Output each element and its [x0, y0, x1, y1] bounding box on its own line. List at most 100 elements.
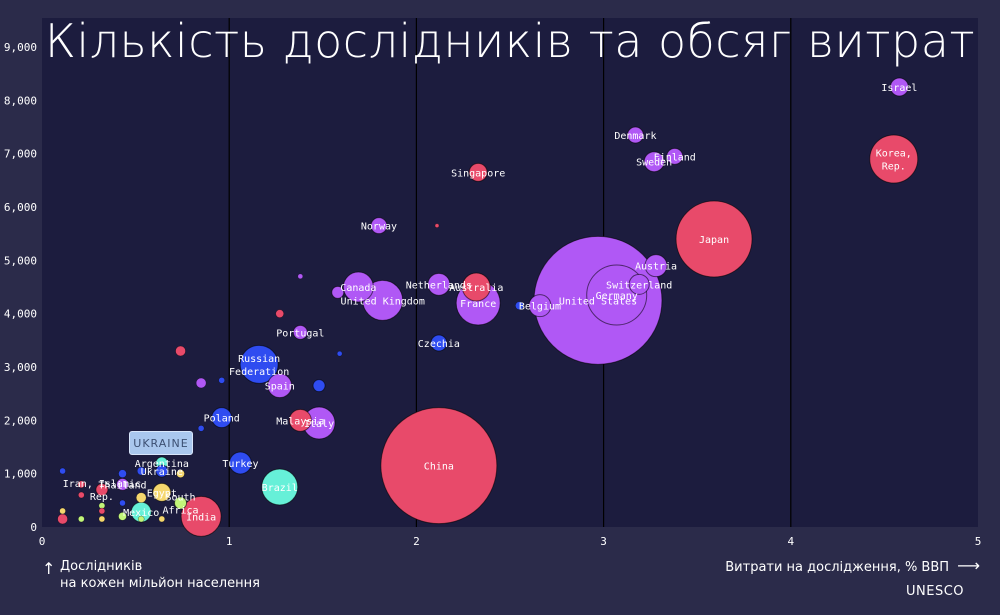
bubble[interactable]	[195, 377, 207, 389]
bubble[interactable]	[675, 200, 753, 278]
y-tick-label: 8,000	[4, 94, 37, 107]
bubble[interactable]	[869, 134, 919, 184]
chart-title: Кількість дослідників та обсяг витрат	[44, 14, 976, 68]
right-arrow-icon: ⟶	[957, 556, 980, 575]
up-arrow-icon: ↑	[42, 559, 56, 578]
bubble[interactable]	[342, 271, 374, 303]
y-tick-label: 0	[30, 521, 37, 534]
bubble[interactable]	[461, 272, 491, 302]
data-label: Korea, Rep.	[876, 149, 912, 173]
data-label: Norway	[361, 222, 397, 233]
bubble[interactable]	[370, 217, 388, 235]
bubble[interactable]	[59, 467, 66, 475]
bubble[interactable]	[158, 515, 166, 523]
bubble[interactable]	[628, 273, 650, 295]
bubble[interactable]	[312, 379, 326, 393]
x-tick-label: 0	[39, 535, 46, 548]
bubble[interactable]	[267, 373, 293, 399]
data-label: Malaysia	[276, 416, 324, 427]
bubble[interactable]	[292, 324, 308, 340]
bubble[interactable]	[119, 499, 126, 507]
bubble[interactable]	[118, 469, 127, 478]
data-label: Germany	[596, 291, 638, 302]
bubble[interactable]	[427, 272, 451, 296]
data-label: Spain	[265, 382, 295, 393]
bubble[interactable]	[626, 126, 644, 144]
data-label: Russian Federation	[229, 354, 289, 378]
y-axis-label: Дослідників на кожен мільйон населення	[60, 558, 260, 592]
data-label: Finland	[654, 152, 696, 163]
data-label: Italy	[304, 419, 334, 430]
data-label: Iran, Islamic Rep.	[63, 479, 141, 503]
bubble[interactable]	[174, 496, 188, 510]
bubble[interactable]	[176, 469, 185, 478]
y-axis-label-line: Дослідників	[60, 559, 143, 574]
bubble[interactable]	[644, 254, 668, 278]
bubble[interactable]	[288, 408, 312, 432]
y-tick-label: 7,000	[4, 148, 37, 161]
data-labels: Israel Korea, Rep. Japan Denmark FinlandSwede…	[63, 83, 918, 523]
y-tick-label: 5,000	[4, 254, 37, 267]
bubble[interactable]	[228, 451, 252, 475]
bubble[interactable]	[78, 515, 85, 523]
bubble[interactable]	[98, 507, 106, 515]
source-label: UNESCO	[905, 584, 964, 599]
x-tick-label: 4	[787, 535, 794, 548]
bubble[interactable]	[666, 147, 684, 165]
bubble[interactable]	[136, 466, 146, 476]
bubble[interactable]	[135, 492, 147, 503]
bubble[interactable]	[115, 477, 129, 491]
bubble[interactable]	[528, 294, 552, 318]
bubble[interactable]	[137, 515, 145, 523]
data-label: United States	[559, 296, 637, 307]
x-axis-label-block: Витрати на дослідження, % ВВП ⟶	[725, 556, 980, 575]
bubble[interactable]	[380, 407, 498, 525]
bubble[interactable]	[180, 495, 222, 537]
bubble[interactable]	[152, 482, 172, 502]
bubble[interactable]	[515, 301, 524, 310]
bubble[interactable]	[78, 491, 85, 499]
bubble[interactable]	[175, 345, 186, 357]
data-label: Czechia	[418, 339, 460, 350]
bubble[interactable]	[336, 350, 343, 357]
data-label: Brazil	[262, 483, 298, 494]
data-label: Japan	[699, 235, 729, 246]
y-tick-label: 1,000	[4, 468, 37, 481]
bubble[interactable]	[95, 483, 109, 497]
bubble[interactable]	[197, 425, 205, 432]
bubble[interactable]	[118, 512, 127, 521]
bubble[interactable]	[275, 309, 284, 318]
y-tick-label: 9,000	[4, 41, 37, 54]
bubble[interactable]	[889, 77, 909, 97]
bubble[interactable]	[155, 464, 169, 478]
x-tick-label: 5	[975, 535, 982, 548]
bubble[interactable]	[77, 480, 86, 489]
bubble[interactable]	[218, 377, 225, 384]
bubble[interactable]	[98, 515, 106, 523]
data-label: Netherlands	[406, 280, 472, 291]
data-label: Singapore	[451, 168, 505, 179]
data-label: Ukraine	[141, 467, 183, 478]
bubble[interactable]	[211, 407, 233, 429]
data-label: Belgium	[519, 302, 561, 313]
y-tick-label: 6,000	[4, 201, 37, 214]
x-axis-label: Витрати на дослідження, % ВВП	[725, 560, 950, 575]
data-label: Australia	[449, 283, 503, 294]
bubble[interactable]	[331, 285, 345, 299]
x-tick-label: 2	[413, 535, 420, 548]
data-label: Sweden	[636, 158, 672, 169]
bubble[interactable]	[297, 273, 304, 280]
data-label: Israel	[881, 83, 917, 94]
bubble[interactable]	[57, 513, 68, 525]
data-label: Egypt	[147, 488, 177, 499]
bubble[interactable]	[239, 344, 279, 384]
bubble[interactable]	[261, 468, 299, 506]
bubble[interactable]	[643, 151, 665, 173]
bubble[interactable]	[468, 162, 488, 182]
bubble[interactable]	[59, 507, 66, 515]
bubble[interactable]	[430, 334, 448, 352]
data-label: Argentina	[135, 459, 189, 470]
data-label: Austria	[635, 262, 677, 273]
bubble[interactable]	[434, 223, 440, 228]
